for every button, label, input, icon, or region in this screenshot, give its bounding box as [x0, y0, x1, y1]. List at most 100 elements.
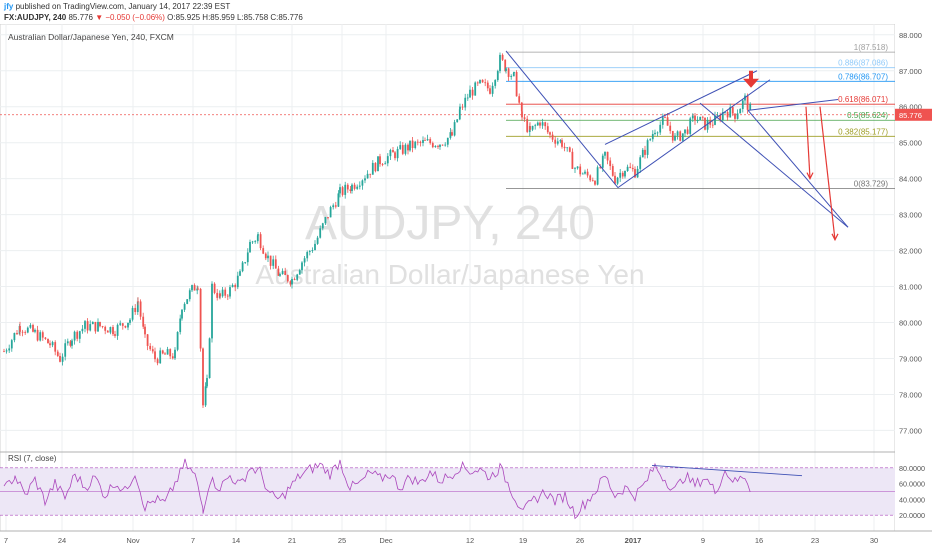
fib-level-label: 0(83.729) [854, 179, 889, 188]
candle-body [531, 125, 534, 130]
wedge-top-line[interactable] [747, 99, 839, 111]
candle-body [159, 350, 162, 364]
author-name[interactable]: jfy [4, 2, 14, 11]
candle-body [407, 144, 409, 151]
projection-line[interactable] [699, 102, 849, 228]
candle-body [424, 140, 426, 141]
candle-body [174, 349, 176, 359]
publish-text: published on TradingView.com, January 14… [15, 2, 231, 11]
price-tick-label: 84.000 [899, 175, 922, 184]
rsi-label: RSI (7, close) [8, 454, 57, 463]
candle-body [746, 95, 749, 110]
candle-body [594, 180, 596, 185]
candle-body [494, 80, 497, 86]
rsi-tick-label: 60.0000 [899, 480, 925, 489]
date-tick-label: 30 [870, 536, 878, 545]
candle-body [239, 271, 241, 276]
price-tick-label: 85.000 [899, 139, 922, 148]
candle-body [624, 171, 626, 177]
fibonacci-retracement[interactable]: 1(87.518) 0.886(87.086) 0.786(86.707) 0.618… [0, 43, 895, 189]
candle-body [409, 140, 411, 151]
rsi-divergence-line[interactable] [651, 464, 803, 477]
candle-body [544, 122, 547, 127]
candle-body [394, 152, 396, 159]
candle-body [671, 130, 674, 141]
candle-body [213, 283, 216, 293]
candle-body [127, 322, 129, 328]
candle-body [476, 82, 479, 84]
price-tick-label: 88.000 [899, 31, 922, 40]
candle-body [269, 255, 272, 266]
date-tick-label: 24 [58, 536, 66, 545]
candle-body [119, 323, 122, 325]
candle-body [646, 140, 649, 155]
target-arrow-1[interactable] [805, 106, 811, 179]
candle-body [649, 139, 652, 141]
candle-body [651, 133, 654, 140]
candle-body [701, 116, 704, 118]
ohlc-values: O:85.925 H:85.959 L:85.758 C:85.776 [167, 13, 303, 22]
channel-line-lower[interactable] [617, 79, 771, 189]
candle-body [499, 54, 501, 72]
candle-body [176, 332, 179, 350]
candle-body [626, 166, 629, 172]
candle-body [521, 111, 523, 118]
rsi-tick-label: 80.0000 [899, 464, 925, 473]
candle-body [161, 350, 164, 354]
candle-body [507, 68, 510, 77]
candle-body [614, 175, 616, 184]
trend-line-down[interactable] [505, 50, 619, 188]
date-tick-label: 21 [288, 536, 296, 545]
candle-body [114, 334, 116, 336]
candle-body [479, 79, 481, 84]
price-tick-label: 81.000 [899, 283, 922, 292]
candle-body [496, 71, 499, 81]
candle-body [520, 102, 523, 112]
candle-body [256, 235, 259, 242]
candle-body [341, 187, 344, 195]
candle-body [689, 118, 692, 134]
candle-body [601, 155, 604, 168]
candle-body [334, 205, 337, 207]
candle-body [639, 157, 642, 169]
candle-body [616, 177, 619, 184]
target-arrow-2[interactable] [819, 106, 836, 240]
date-tick-label: 2017 [625, 536, 642, 545]
candle-body [704, 117, 706, 130]
candle-body [112, 327, 114, 335]
date-tick-label: 7 [4, 536, 8, 545]
fib-level-label: 0.618(86.071) [838, 95, 888, 104]
price-tick-label: 86.000 [899, 103, 922, 112]
date-tick-label: 9 [701, 536, 705, 545]
candle-body [411, 140, 414, 148]
candle-body [741, 100, 744, 110]
candle-body [481, 79, 484, 83]
channel-line-upper[interactable] [604, 70, 758, 145]
candle-body [234, 285, 237, 288]
candle-body [694, 115, 696, 121]
candle-body [684, 129, 686, 134]
candle-body [254, 241, 257, 242]
candle-body [458, 109, 461, 120]
candle-body [221, 289, 224, 297]
price-chart[interactable]: Australian Dollar/Japanese Yen, 240, FXC… [0, 24, 932, 550]
date-tick-label: 26 [576, 536, 584, 545]
date-axis[interactable]: 7 24 Nov 7 14 21 25 Dec 12 19 26 2017 9 16 23 30 [0, 530, 932, 550]
candle-body [137, 301, 139, 303]
candle-body [144, 326, 146, 335]
candle-body [726, 112, 729, 118]
price-axis[interactable]: 88.000 87.000 86.000 85.000 84.000 83.000 82.0… [895, 24, 932, 531]
candle-body [546, 126, 549, 133]
symbol-label[interactable]: FX:AUDJPY, 240 [4, 13, 67, 22]
candle-body [311, 250, 314, 252]
candle-body [199, 288, 202, 349]
candle-body [621, 172, 624, 177]
candle-body [434, 145, 437, 148]
candle-body [277, 268, 280, 276]
date-tick-label: Dec [379, 536, 393, 545]
candle-body [489, 88, 491, 94]
candle-body [337, 193, 340, 207]
trend-drawings[interactable] [505, 50, 849, 242]
candle-body [529, 126, 531, 130]
rsi-axis-background [895, 452, 932, 531]
